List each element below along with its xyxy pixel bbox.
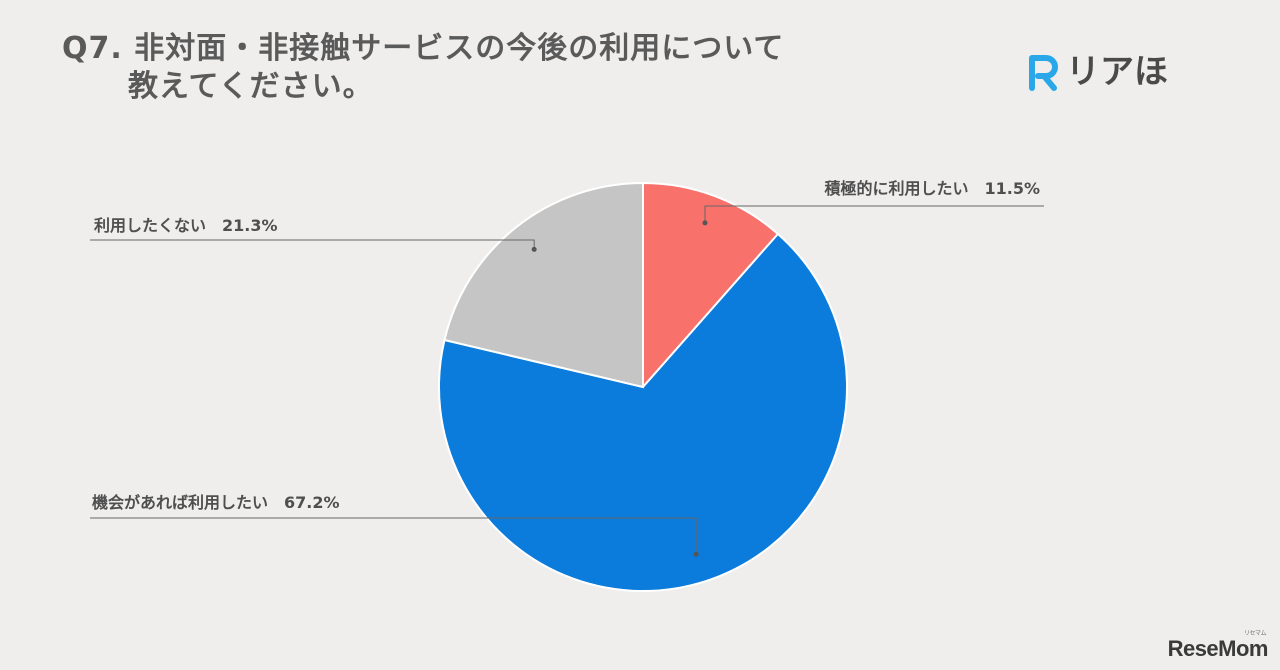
slice-label-3: 利用したくない 21.3%	[94, 216, 278, 235]
leader-dot-2	[693, 551, 699, 557]
leader-dot-3	[531, 246, 537, 252]
slice-label-2: 機会があれば利用したい 67.2%	[92, 493, 340, 512]
brand-text: リアほ	[1066, 52, 1168, 92]
pie-slice-1	[642, 181, 780, 390]
watermark-text: ReseMom	[1167, 636, 1269, 661]
pie-slice-2	[438, 232, 848, 592]
slice-label-1: 積極的に利用したい 11.5%	[823, 179, 1040, 198]
pie-slice-3	[443, 181, 644, 389]
title-line-2: 教えてください。	[128, 69, 374, 104]
leader-line-3	[90, 239, 535, 250]
leader-dot-1	[702, 220, 708, 226]
r-logo-icon	[1029, 55, 1058, 91]
resemom-watermark: リセマム ReseMom	[1167, 631, 1269, 662]
chart-title: Q7. 非対面・非接触サービスの今後の利用について 教えてください。	[62, 30, 784, 106]
watermark-ruby: リセマム	[1243, 631, 1267, 637]
brand-logo: リアほ	[1026, 52, 1168, 92]
title-line-1: Q7. 非対面・非接触サービスの今後の利用について	[62, 31, 785, 66]
leader-line-1	[704, 205, 1044, 223]
leader-line-2	[90, 517, 697, 555]
